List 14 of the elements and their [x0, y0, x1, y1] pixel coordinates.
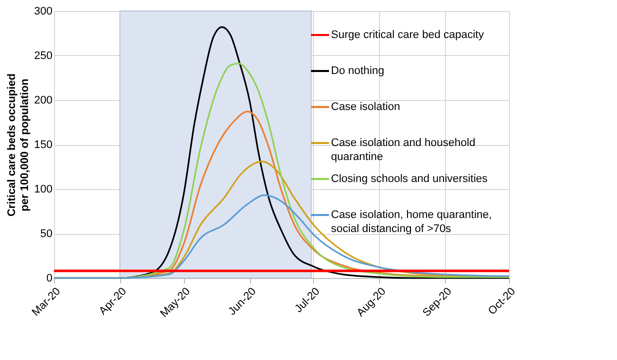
- legend-label: Case isolation: [331, 101, 400, 113]
- y-tick-label: 300: [34, 6, 52, 18]
- legend-label: Closing schools and universities: [331, 173, 488, 185]
- y-tick-label: 50: [40, 228, 52, 240]
- y-tick-label: 150: [34, 139, 52, 151]
- legend-label: Case isolation and household quarantine: [331, 137, 476, 163]
- legend-label: Case isolation, home quarantine, social distancing of >70s: [331, 209, 492, 235]
- y-tick-label: 250: [34, 50, 52, 62]
- y-tick-label: 0: [46, 272, 52, 284]
- legend-label: Surge critical care bed capacity: [331, 29, 484, 41]
- legend-label: Do nothing: [331, 65, 384, 77]
- y-tick-label: 200: [34, 94, 52, 106]
- y-tick-label: 100: [34, 184, 52, 196]
- y-axis-title: Critical care beds occupied per 100,000 of population: [6, 73, 32, 217]
